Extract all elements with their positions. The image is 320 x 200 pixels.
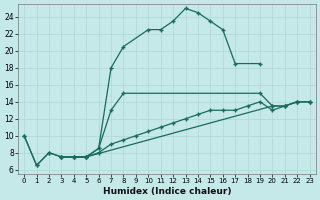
X-axis label: Humidex (Indice chaleur): Humidex (Indice chaleur) [103,187,231,196]
